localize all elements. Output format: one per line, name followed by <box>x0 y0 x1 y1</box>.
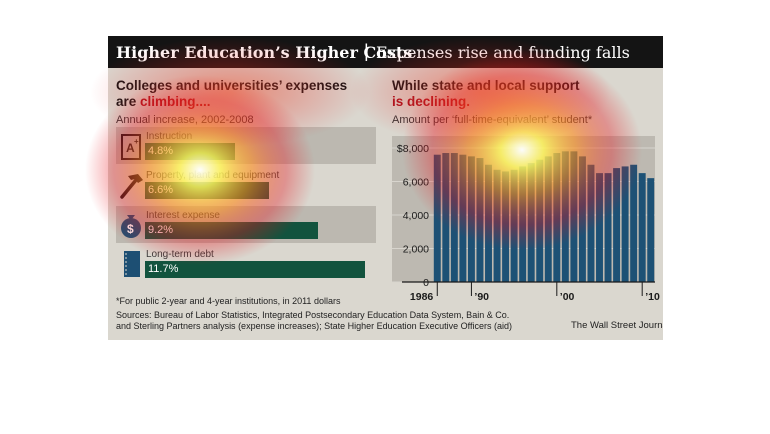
credit: The Wall Street Journal <box>571 320 663 331</box>
aid-bar <box>493 169 501 282</box>
infographic: Higher Education’s Higher Costs | Expens… <box>108 36 663 340</box>
aid-bar <box>578 156 586 282</box>
y-tick-label: 2,000 <box>403 244 429 256</box>
aid-bar <box>450 153 458 282</box>
aid-bar <box>630 164 638 282</box>
aid-bar <box>621 166 629 282</box>
aid-bar <box>467 156 475 282</box>
y-tick-label: 4,000 <box>403 210 429 222</box>
y-tick-label: 6,000 <box>403 177 429 189</box>
aid-bar <box>561 151 569 282</box>
aid-bar <box>613 168 621 282</box>
aid-bar <box>544 156 552 282</box>
aid-bar <box>536 159 544 282</box>
expense-bar <box>145 261 365 278</box>
aid-bar <box>519 166 527 282</box>
x-tick-label: ’00 <box>560 291 575 303</box>
y-tick-label: $8,000 <box>397 143 429 155</box>
sources-line1: Sources: Bureau of Labor Statistics, Int… <box>116 310 510 320</box>
aid-bar <box>433 154 441 282</box>
value-label: 11.7% <box>148 263 179 275</box>
x-tick-label: ’10 <box>645 291 660 303</box>
aid-bar <box>638 173 646 282</box>
x-tick-label: ’90 <box>474 291 489 303</box>
aid-bar <box>502 171 510 282</box>
aid-bar <box>587 164 595 282</box>
aid-bar <box>647 178 655 282</box>
aid-bar <box>570 151 578 282</box>
footnote: *For public 2-year and 4-year institutio… <box>116 296 341 306</box>
aid-bar <box>510 169 518 282</box>
aid-bar <box>604 173 612 282</box>
aid-bar <box>596 173 603 282</box>
aid-bar <box>485 164 492 282</box>
x-tick-label: 1986 <box>410 291 434 303</box>
aid-bar <box>553 153 561 282</box>
aid-bar <box>476 158 484 282</box>
aid-bar <box>442 153 450 282</box>
aid-bar <box>459 154 467 282</box>
sources-line2: and Sterling Partners analysis (expense … <box>116 321 513 331</box>
state-aid-chart: 0 2,000 4,000 6,000 $8,000 1986 ’90 ’00 ’10 <box>392 136 660 303</box>
aid-bar <box>527 163 535 282</box>
y-tick-label: 0 <box>423 277 429 289</box>
